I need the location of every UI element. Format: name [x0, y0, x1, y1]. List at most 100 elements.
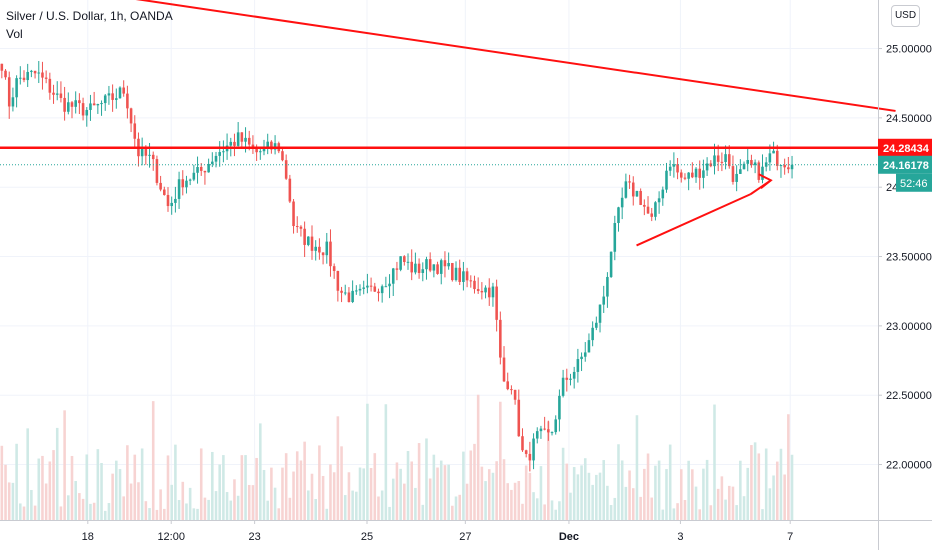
volume-bar — [292, 471, 295, 520]
arrow-shaft — [750, 179, 772, 195]
volume-bar — [665, 469, 668, 520]
volume-bar — [643, 468, 646, 520]
candle-body — [757, 162, 761, 180]
price-label-box — [878, 155, 932, 174]
drawings[interactable] — [0, 0, 896, 247]
candle-body — [284, 160, 288, 179]
candle-body — [495, 286, 498, 320]
candle-body — [4, 70, 7, 78]
volume-bar — [591, 484, 594, 520]
volume-bar — [266, 500, 269, 520]
candle-body — [159, 182, 162, 190]
volume-bar — [491, 472, 495, 520]
volume-bar — [133, 454, 137, 520]
candle-body — [19, 77, 22, 79]
candle-body — [211, 161, 214, 164]
candle-body — [321, 252, 325, 256]
y-tick-label: 23.50000 — [886, 252, 932, 264]
volume-bar — [487, 469, 491, 520]
candle-body — [259, 151, 262, 153]
candle-body — [443, 260, 447, 267]
volume-bar — [33, 505, 37, 520]
volume-bar — [757, 453, 761, 520]
volume-bar — [273, 487, 277, 520]
volume-bar — [787, 414, 790, 520]
volume-bar — [19, 503, 22, 520]
volume-bar — [705, 459, 709, 520]
volume-bar — [81, 498, 85, 520]
candle-body — [606, 276, 609, 297]
volume-bar — [576, 474, 580, 520]
candle-body — [203, 170, 207, 173]
candle-body — [7, 77, 11, 107]
candle-body — [185, 180, 188, 188]
volume-bar — [358, 467, 362, 520]
candle-body — [288, 178, 292, 202]
candle-body — [576, 359, 580, 372]
volume-bar — [768, 488, 772, 520]
candle-body — [266, 141, 269, 148]
candle-body — [26, 71, 29, 81]
volume-bar — [561, 447, 565, 520]
volume-bar — [683, 499, 687, 520]
volume-bar — [391, 478, 395, 520]
candle-body — [366, 285, 369, 288]
volume-bar — [657, 460, 661, 520]
candle-body — [218, 152, 221, 156]
candle-body — [465, 271, 469, 281]
volume-bar — [41, 455, 44, 520]
candle-body — [550, 432, 554, 434]
volume-bar — [502, 459, 506, 520]
volume-bar — [203, 497, 207, 520]
candle-body — [617, 207, 620, 224]
volume-bar — [606, 485, 609, 520]
candle-body — [724, 154, 727, 162]
candle-body — [761, 166, 764, 180]
volume-bar — [775, 461, 779, 520]
volume-bar — [521, 503, 524, 520]
candle-body — [742, 163, 746, 170]
candle-body — [111, 93, 114, 100]
candle-body — [458, 267, 461, 282]
volume-bar — [668, 444, 672, 520]
volume-bar — [779, 448, 783, 520]
candle-body — [502, 357, 506, 382]
volume-bar — [764, 448, 768, 520]
candle-body — [668, 166, 672, 171]
candle-body — [340, 290, 343, 293]
volume-bar — [336, 416, 340, 520]
candle-body — [247, 137, 251, 145]
candle-body — [484, 287, 487, 293]
volume-bar — [617, 444, 620, 520]
currency-button[interactable]: USD — [891, 5, 920, 27]
volume-bar — [499, 401, 502, 520]
volume-bar — [225, 492, 229, 520]
volume-bar — [676, 503, 679, 520]
volume-bar — [118, 469, 122, 520]
volume-bar — [646, 453, 650, 520]
candle-body — [635, 190, 639, 197]
volume-bar — [421, 504, 425, 520]
volume-bar — [362, 468, 365, 520]
candle-body — [255, 147, 258, 153]
candle-body — [244, 137, 247, 142]
volume-bar — [550, 500, 554, 520]
candle-body — [639, 190, 642, 205]
volume-bar — [255, 457, 258, 520]
volume-bar — [399, 468, 402, 520]
candle-body — [428, 259, 432, 271]
candle-body — [96, 104, 100, 106]
volume-bar — [539, 466, 543, 520]
volume-bar — [144, 501, 148, 520]
volume-bar — [654, 465, 657, 520]
candle-body — [772, 150, 775, 154]
chart-title: Silver / U.S. Dollar, 1h, OANDA — [6, 9, 173, 23]
candle-body — [229, 141, 233, 146]
candle-body — [650, 213, 654, 217]
volume-bar — [177, 500, 181, 520]
volume-bar — [750, 445, 753, 520]
candle-body — [476, 289, 480, 291]
volume-bar — [303, 441, 306, 520]
